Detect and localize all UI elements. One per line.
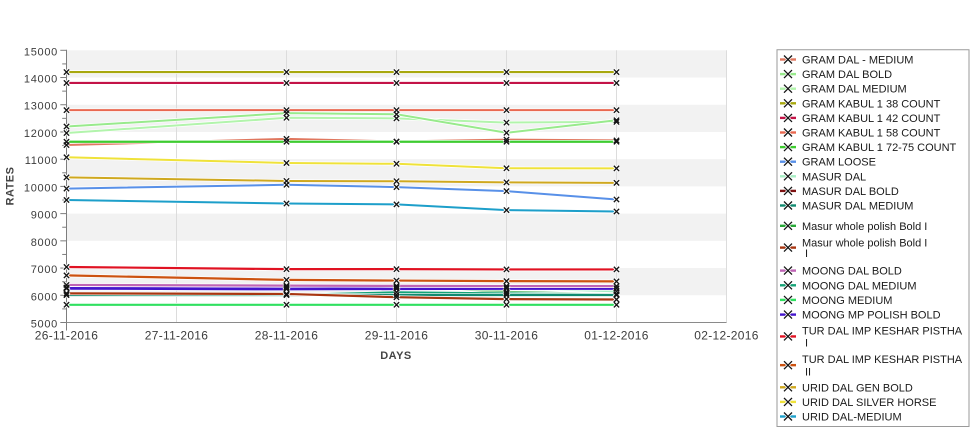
svg-text:MOONG DAL BOLD: MOONG DAL BOLD xyxy=(802,266,902,278)
svg-text:27-11-2016: 27-11-2016 xyxy=(145,329,209,343)
svg-text:GRAM KABUL 1 42 COUNT: GRAM KABUL 1 42 COUNT xyxy=(802,113,941,125)
svg-text:30-11-2016: 30-11-2016 xyxy=(475,329,539,343)
svg-text:10000: 10000 xyxy=(24,182,58,194)
svg-text:GRAM KABUL 1 72-75 COUNT: GRAM KABUL 1 72-75 COUNT xyxy=(802,142,957,154)
svg-text:GRAM LOOSE: GRAM LOOSE xyxy=(802,157,876,169)
svg-text:01-12-2016: 01-12-2016 xyxy=(584,329,648,343)
svg-text:MASUR DAL BOLD: MASUR DAL BOLD xyxy=(802,186,899,198)
svg-text:28-11-2016: 28-11-2016 xyxy=(255,329,319,343)
svg-text:8000: 8000 xyxy=(31,237,58,249)
svg-text:Masur whole polish Bold I: Masur whole polish Bold I xyxy=(802,237,927,249)
svg-text:GRAM DAL BOLD: GRAM DAL BOLD xyxy=(802,69,892,81)
svg-text:GRAM KABUL 1 58 COUNT: GRAM KABUL 1 58 COUNT xyxy=(802,128,941,140)
svg-text:URID DAL-MEDIUM: URID DAL-MEDIUM xyxy=(802,412,902,424)
svg-text:MOONG MEDIUM: MOONG MEDIUM xyxy=(802,295,892,307)
svg-text:I: I xyxy=(805,338,808,350)
svg-text:GRAM KABUL 1 38 COUNT: GRAM KABUL 1 38 COUNT xyxy=(802,98,941,110)
svg-text:TUR DAL IMP KESHAR PISTHA: TUR DAL IMP KESHAR PISTHA xyxy=(802,354,963,366)
svg-text:URID DAL SILVER HORSE: URID DAL SILVER HORSE xyxy=(802,397,936,409)
svg-text:15000: 15000 xyxy=(24,46,58,58)
svg-text:MASUR DAL: MASUR DAL xyxy=(802,171,866,183)
svg-text:26-11-2016: 26-11-2016 xyxy=(35,329,99,343)
svg-text:RATES: RATES xyxy=(5,167,17,206)
svg-text:TUR DAL IMP KESHAR PISTHA: TUR DAL IMP KESHAR PISTHA xyxy=(802,325,963,337)
svg-text:12000: 12000 xyxy=(24,128,58,140)
svg-text:II: II xyxy=(805,366,811,378)
svg-text:14000: 14000 xyxy=(24,74,58,86)
svg-text:7000: 7000 xyxy=(31,264,58,276)
svg-text:02-12-2016: 02-12-2016 xyxy=(694,329,758,343)
svg-text:MOONG MP POLISH BOLD: MOONG MP POLISH BOLD xyxy=(802,310,941,322)
svg-text:I: I xyxy=(805,248,808,260)
svg-text:MASUR DAL MEDIUM: MASUR DAL MEDIUM xyxy=(802,201,913,213)
svg-text:6000: 6000 xyxy=(31,291,58,303)
svg-text:11000: 11000 xyxy=(25,155,58,167)
svg-text:GRAM DAL - MEDIUM: GRAM DAL - MEDIUM xyxy=(802,55,913,67)
svg-text:DAYS: DAYS xyxy=(380,350,412,362)
svg-text:Masur whole polish Bold I: Masur whole polish Bold I xyxy=(802,221,927,233)
svg-text:29-11-2016: 29-11-2016 xyxy=(365,329,429,343)
svg-text:13000: 13000 xyxy=(24,101,58,113)
svg-text:MOONG DAL MEDIUM: MOONG DAL MEDIUM xyxy=(802,280,917,292)
svg-text:URID DAL GEN BOLD: URID DAL GEN BOLD xyxy=(802,382,913,394)
svg-text:9000: 9000 xyxy=(31,210,58,222)
svg-text:5000: 5000 xyxy=(31,319,58,331)
svg-text:GRAM DAL MEDIUM: GRAM DAL MEDIUM xyxy=(802,84,907,96)
